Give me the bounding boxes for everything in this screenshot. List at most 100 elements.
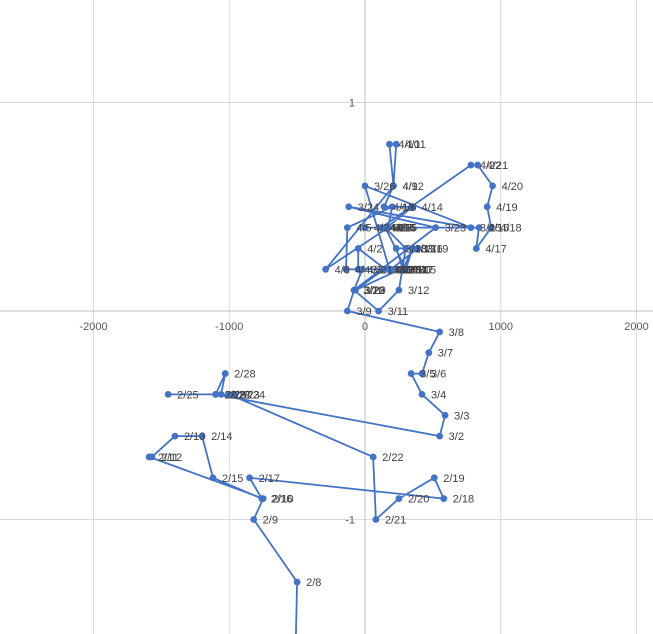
data-labels: 2/8 2/9 2/10 2/112/122/13 2/14 2/15 2/16 2/17 2/…	[158, 139, 523, 589]
data-label: 3/22	[363, 285, 384, 297]
data-point	[440, 495, 448, 503]
data-point	[342, 265, 350, 273]
data-point	[418, 370, 426, 377]
data-label: 3/4	[431, 389, 446, 401]
data-point	[369, 453, 377, 461]
data-point	[489, 182, 497, 190]
data-label: 2/29	[225, 389, 246, 401]
data-point	[483, 203, 491, 211]
data-point	[148, 453, 156, 461]
data-point	[425, 349, 433, 357]
data-label: 3/3	[454, 410, 469, 422]
data-label: 4/5	[356, 223, 371, 235]
data-point	[409, 245, 416, 252]
data-point	[409, 203, 416, 211]
data-point	[372, 516, 380, 523]
data-label: 4/20	[502, 181, 523, 193]
data-point	[388, 203, 396, 211]
data-label: 3/13	[415, 243, 436, 255]
y-tick-label: -1	[345, 515, 355, 527]
data-label: 2/17	[259, 473, 280, 485]
data-point	[361, 182, 369, 190]
data-point	[467, 224, 475, 232]
data-label: 2/13	[184, 431, 205, 443]
data-label: 4/7	[397, 223, 412, 235]
series-line	[148, 143, 494, 634]
tick-labels: -2000 -1000 0 1000 2000 1 -1	[79, 98, 648, 527]
data-point	[436, 432, 444, 440]
data-label: 4/15	[396, 223, 417, 235]
data-point	[386, 140, 393, 148]
data-label: 2/14	[211, 431, 232, 443]
data-point	[407, 370, 415, 377]
data-point	[394, 265, 401, 273]
data-label: 2/26	[225, 389, 246, 401]
data-label: 3/20	[400, 264, 421, 276]
data-label: 4/13	[393, 202, 414, 214]
data-point	[354, 245, 362, 252]
data-label: 2/11	[158, 452, 179, 464]
x-tick-label: 1000	[489, 321, 513, 333]
data-label: 2/25	[177, 389, 198, 401]
data-point	[392, 245, 400, 252]
data-point	[474, 161, 482, 169]
data-point	[475, 224, 483, 232]
data-label: 4/18	[500, 223, 521, 235]
data-label: 3/9	[356, 306, 371, 318]
x-tick-label: -1000	[215, 321, 243, 333]
data-point	[467, 161, 475, 169]
data-label: 2/28	[234, 369, 255, 381]
data-label: 3/7	[438, 348, 453, 360]
data-label: 2/8	[306, 577, 321, 589]
data-label: 3/6	[431, 369, 446, 381]
data-label: 3/27	[398, 264, 419, 276]
x-tick-label: 0	[362, 321, 368, 333]
data-label: 3/17	[412, 264, 433, 276]
data-point	[352, 286, 359, 294]
data-point	[322, 265, 330, 273]
data-label: 4/4	[355, 264, 370, 276]
data-point	[221, 370, 229, 377]
data-label: 2/20	[408, 494, 429, 506]
data-point	[212, 391, 220, 398]
data-label: 3/18	[405, 243, 426, 255]
data-label: 4/24	[374, 223, 395, 235]
data-label: 3/15	[415, 264, 436, 276]
data-label: 3/2	[449, 431, 464, 443]
data-point	[418, 391, 426, 398]
data-label: 3/10	[363, 285, 384, 297]
data-point	[375, 307, 382, 315]
data-point	[164, 391, 172, 398]
data-label: 4/25	[394, 223, 415, 235]
data-label: 2/19	[443, 473, 464, 485]
data-label: 2/24	[244, 389, 265, 401]
data-point	[487, 224, 495, 232]
data-label: 3/21	[371, 264, 392, 276]
data-label: 3/26	[374, 181, 395, 193]
data-point	[361, 224, 369, 232]
data-label: 4/1	[394, 264, 409, 276]
y-tick-label: 1	[349, 98, 355, 110]
data-point	[414, 245, 422, 252]
data-point	[395, 495, 403, 503]
data-label: 2/15	[222, 473, 243, 485]
data-point	[381, 265, 389, 273]
data-series	[145, 140, 497, 634]
data-point	[231, 391, 239, 398]
x-tick-label: -2000	[79, 321, 107, 333]
data-point	[209, 474, 217, 482]
data-point	[430, 474, 438, 482]
data-label: 2/23	[238, 389, 259, 401]
data-point	[225, 391, 233, 398]
data-point	[472, 245, 480, 252]
data-label: 4/8	[335, 264, 350, 276]
data-point	[343, 224, 351, 232]
data-label: 3/29	[364, 285, 385, 297]
data-point	[380, 203, 388, 211]
data-label: 4/12	[403, 181, 424, 193]
data-label: 4/17	[485, 243, 506, 255]
data-point	[395, 286, 403, 294]
